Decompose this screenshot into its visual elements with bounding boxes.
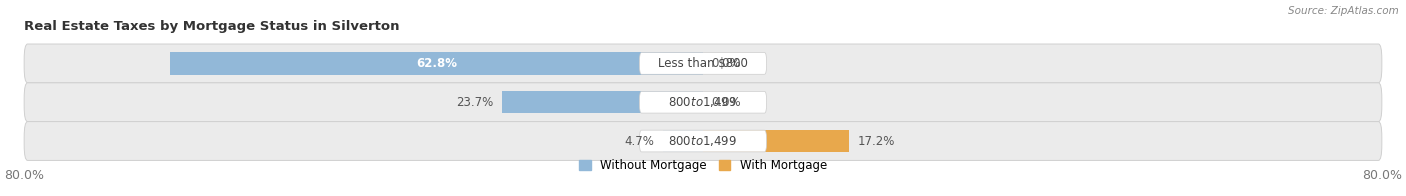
- FancyBboxPatch shape: [24, 83, 1382, 122]
- Text: Real Estate Taxes by Mortgage Status in Silverton: Real Estate Taxes by Mortgage Status in …: [24, 20, 399, 33]
- Text: 23.7%: 23.7%: [456, 96, 494, 109]
- FancyBboxPatch shape: [640, 130, 766, 152]
- Legend: Without Mortgage, With Mortgage: Without Mortgage, With Mortgage: [574, 154, 832, 177]
- Text: $800 to $1,499: $800 to $1,499: [668, 95, 738, 109]
- Bar: [703, 130, 849, 152]
- Text: Source: ZipAtlas.com: Source: ZipAtlas.com: [1288, 6, 1399, 16]
- Text: 0.0%: 0.0%: [711, 57, 741, 70]
- Bar: [502, 91, 703, 113]
- Text: 62.8%: 62.8%: [416, 57, 457, 70]
- FancyBboxPatch shape: [640, 53, 766, 74]
- Text: Less than $800: Less than $800: [658, 57, 748, 70]
- Text: 17.2%: 17.2%: [858, 134, 894, 148]
- FancyBboxPatch shape: [640, 91, 766, 113]
- Text: 4.7%: 4.7%: [624, 134, 655, 148]
- FancyBboxPatch shape: [24, 122, 1382, 161]
- Bar: [170, 52, 703, 75]
- Text: 0.0%: 0.0%: [711, 96, 741, 109]
- Text: $800 to $1,499: $800 to $1,499: [668, 134, 738, 148]
- FancyBboxPatch shape: [24, 44, 1382, 83]
- Bar: [664, 130, 703, 152]
